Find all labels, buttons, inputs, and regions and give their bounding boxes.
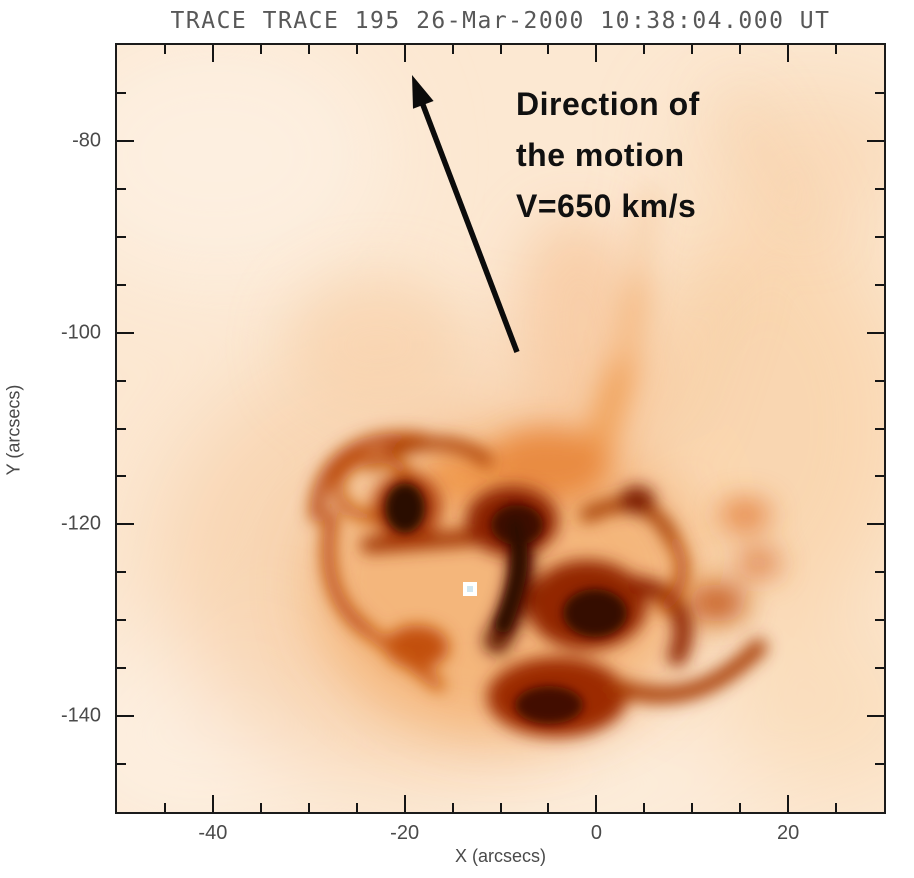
y-minor-tick — [875, 187, 884, 190]
x-minor-tick — [307, 45, 310, 54]
y-minor-tick — [117, 763, 126, 766]
y-major-tick — [117, 139, 134, 142]
x-tick-label: -20 — [390, 822, 420, 844]
y-minor-tick — [875, 283, 884, 286]
y-tick-label: -140 — [60, 704, 101, 727]
x-minor-tick — [547, 45, 550, 54]
y-major-tick — [117, 715, 134, 718]
x-minor-tick — [739, 803, 742, 812]
y-minor-tick — [117, 283, 126, 286]
x-minor-tick — [451, 45, 454, 54]
y-minor-tick — [117, 91, 126, 94]
x-major-tick — [595, 45, 598, 62]
x-minor-tick — [499, 45, 502, 54]
annotation-line-1: Direction of — [516, 86, 700, 122]
x-tick-label: -40 — [198, 822, 228, 844]
figure-title: TRACE TRACE 195 26-Mar-2000 10:38:04.000… — [170, 8, 831, 34]
y-minor-tick — [875, 91, 884, 94]
y-axis-title: Y (arcsecs) — [3, 384, 24, 476]
y-major-tick — [867, 139, 884, 142]
x-major-tick — [595, 795, 598, 812]
x-tick-labels: -40 -20 0 20 — [117, 822, 884, 848]
x-minor-tick — [835, 45, 838, 54]
y-major-tick — [867, 715, 884, 718]
y-minor-tick — [117, 475, 126, 478]
y-minor-tick — [117, 187, 126, 190]
y-minor-tick — [875, 379, 884, 382]
y-tick-label: -100 — [60, 321, 101, 344]
x-tick-label: 20 — [777, 822, 800, 844]
flare-dark-cores — [385, 483, 627, 724]
y-tick-labels: -80 -100 -120 -140 — [0, 45, 108, 812]
motion-annotation: Direction of the motion V=650 km/s — [516, 79, 700, 232]
annotation-line-3: V=650 km/s — [516, 188, 697, 224]
y-major-tick — [117, 331, 134, 334]
x-minor-tick — [355, 803, 358, 812]
annotation-line-2: the motion — [516, 137, 685, 173]
x-tick-label: 0 — [590, 822, 602, 844]
y-minor-tick — [875, 475, 884, 478]
x-minor-tick — [739, 45, 742, 54]
jet-streaks — [423, 186, 781, 622]
solar-euv-image — [117, 45, 884, 812]
y-minor-tick — [117, 379, 126, 382]
x-minor-tick — [355, 45, 358, 54]
x-major-tick — [211, 45, 214, 62]
x-minor-tick — [499, 803, 502, 812]
x-minor-tick — [451, 803, 454, 812]
x-major-tick — [403, 795, 406, 812]
x-major-tick — [787, 795, 790, 812]
x-minor-tick — [547, 803, 550, 812]
x-minor-tick — [307, 803, 310, 812]
y-minor-tick — [117, 427, 126, 430]
y-minor-tick — [875, 619, 884, 622]
y-minor-tick — [117, 667, 126, 670]
x-minor-tick — [259, 45, 262, 54]
x-minor-tick — [163, 803, 166, 812]
x-minor-tick — [163, 45, 166, 54]
x-minor-tick — [835, 803, 838, 812]
x-minor-tick — [643, 45, 646, 54]
y-major-tick — [867, 331, 884, 334]
x-major-tick — [403, 45, 406, 62]
plot-area: Direction of the motion V=650 km/s — [115, 43, 886, 814]
y-tick-label: -80 — [72, 129, 101, 152]
y-minor-tick — [875, 235, 884, 238]
y-tick-label: -120 — [60, 512, 101, 535]
y-major-tick — [867, 523, 884, 526]
x-minor-tick — [691, 45, 694, 54]
x-major-tick — [211, 795, 214, 812]
x-minor-tick — [691, 803, 694, 812]
y-minor-tick — [875, 427, 884, 430]
x-major-tick — [787, 45, 790, 62]
x-axis-title: X (arcsecs) — [454, 846, 546, 866]
y-minor-tick — [875, 571, 884, 574]
y-minor-tick — [117, 571, 126, 574]
x-minor-tick — [643, 803, 646, 812]
y-minor-tick — [117, 619, 126, 622]
y-minor-tick — [875, 763, 884, 766]
x-minor-tick — [259, 803, 262, 812]
y-major-tick — [117, 523, 134, 526]
y-minor-tick — [117, 235, 126, 238]
y-minor-tick — [875, 667, 884, 670]
